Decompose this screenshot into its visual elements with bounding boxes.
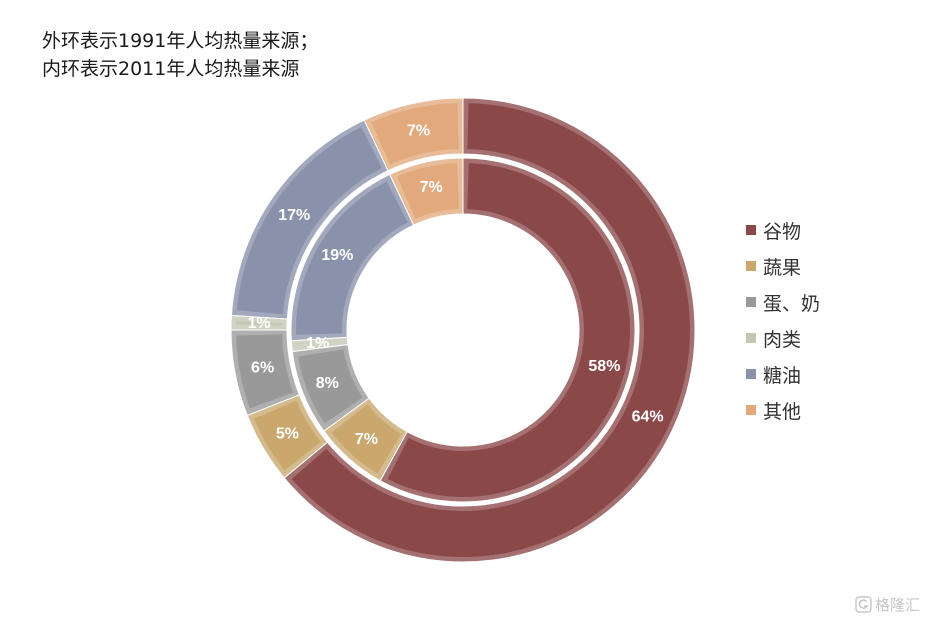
outer-ring-slice-3-fill — [236, 334, 294, 409]
outer-ring-slice-5-fill — [236, 127, 382, 315]
legend-item-meat: 肉类 — [746, 320, 820, 356]
legend-swatch — [746, 405, 756, 415]
title-line-inner-ring: 内环表示2011年人均热量来源 — [42, 58, 300, 80]
outer-ring-slice-1-label: 64% — [632, 408, 664, 425]
watermark-logo-icon — [855, 596, 872, 613]
inner-ring-slice-5-label: 19% — [321, 247, 353, 264]
legend-item-sugar-oil: 糖油 — [746, 356, 820, 392]
legend-swatch — [746, 333, 756, 343]
outer-ring-slice-1-fill — [291, 103, 690, 557]
inner-ring: 58% 7% 8% 1% 19% 7% — [290, 157, 636, 503]
watermark-text: 格隆汇 — [874, 596, 920, 614]
outer-ring-slice-5-label: 17% — [278, 207, 310, 224]
legend-swatch — [746, 369, 756, 379]
legend-item-grain: 谷物 — [746, 212, 820, 248]
legend-item-egg-milk: 蛋、奶 — [746, 284, 820, 320]
outer-ring-slice-2-fill — [254, 400, 321, 471]
legend-label: 谷物 — [763, 220, 802, 243]
outer-ring: 64% 5% 6% 1% 17% 7% — [230, 97, 696, 563]
watermark: 格隆汇 — [855, 594, 920, 615]
inner-ring-slice-5-fill — [296, 181, 408, 335]
outer-ring-slice-4-label: 1% — [248, 315, 271, 332]
inner-ring-slice-3-fill — [298, 349, 363, 424]
legend: 谷物 蔬果 蛋、奶 肉类 糖油 其他 — [746, 212, 820, 428]
inner-ring-slice-6-fill — [397, 163, 459, 219]
inner-ring-slice-6-label: 7% — [420, 179, 443, 196]
inner-ring-slice-1-label: 58% — [588, 358, 620, 375]
legend-swatch — [746, 261, 756, 271]
inner-ring-slice-1-fill — [387, 163, 630, 498]
legend-label: 蛋、奶 — [763, 292, 821, 315]
inner-ring-slice-4-label: 1% — [306, 335, 329, 352]
inner-ring-slice-2-label: 7% — [355, 431, 378, 448]
legend-label: 糖油 — [763, 364, 802, 387]
inner-ring-slice-3-label: 8% — [316, 375, 339, 392]
legend-swatch — [746, 297, 756, 307]
inner-ring-slice-2-fill — [331, 404, 402, 474]
outer-ring-slice-2-label: 5% — [276, 425, 299, 442]
outer-ring-slice-4-fill — [236, 321, 283, 326]
legend-label: 其他 — [763, 400, 802, 423]
outer-ring-slice-1 — [283, 97, 696, 563]
legend-label: 肉类 — [763, 328, 802, 351]
title-line-outer-ring: 外环表示1991年人均热量来源； — [42, 30, 319, 52]
legend-label: 蔬果 — [763, 256, 802, 279]
chart-title: 外环表示1991年人均热量来源； 内环表示2011年人均热量来源 — [42, 27, 318, 83]
outer-ring-slice-6-fill — [371, 103, 459, 165]
outer-ring-slice-3-label: 6% — [251, 360, 274, 377]
legend-swatch — [746, 225, 756, 235]
legend-item-fruit-veg: 蔬果 — [746, 248, 820, 284]
legend-item-other: 其他 — [746, 392, 820, 428]
outer-ring-slice-6-label: 7% — [407, 122, 430, 139]
